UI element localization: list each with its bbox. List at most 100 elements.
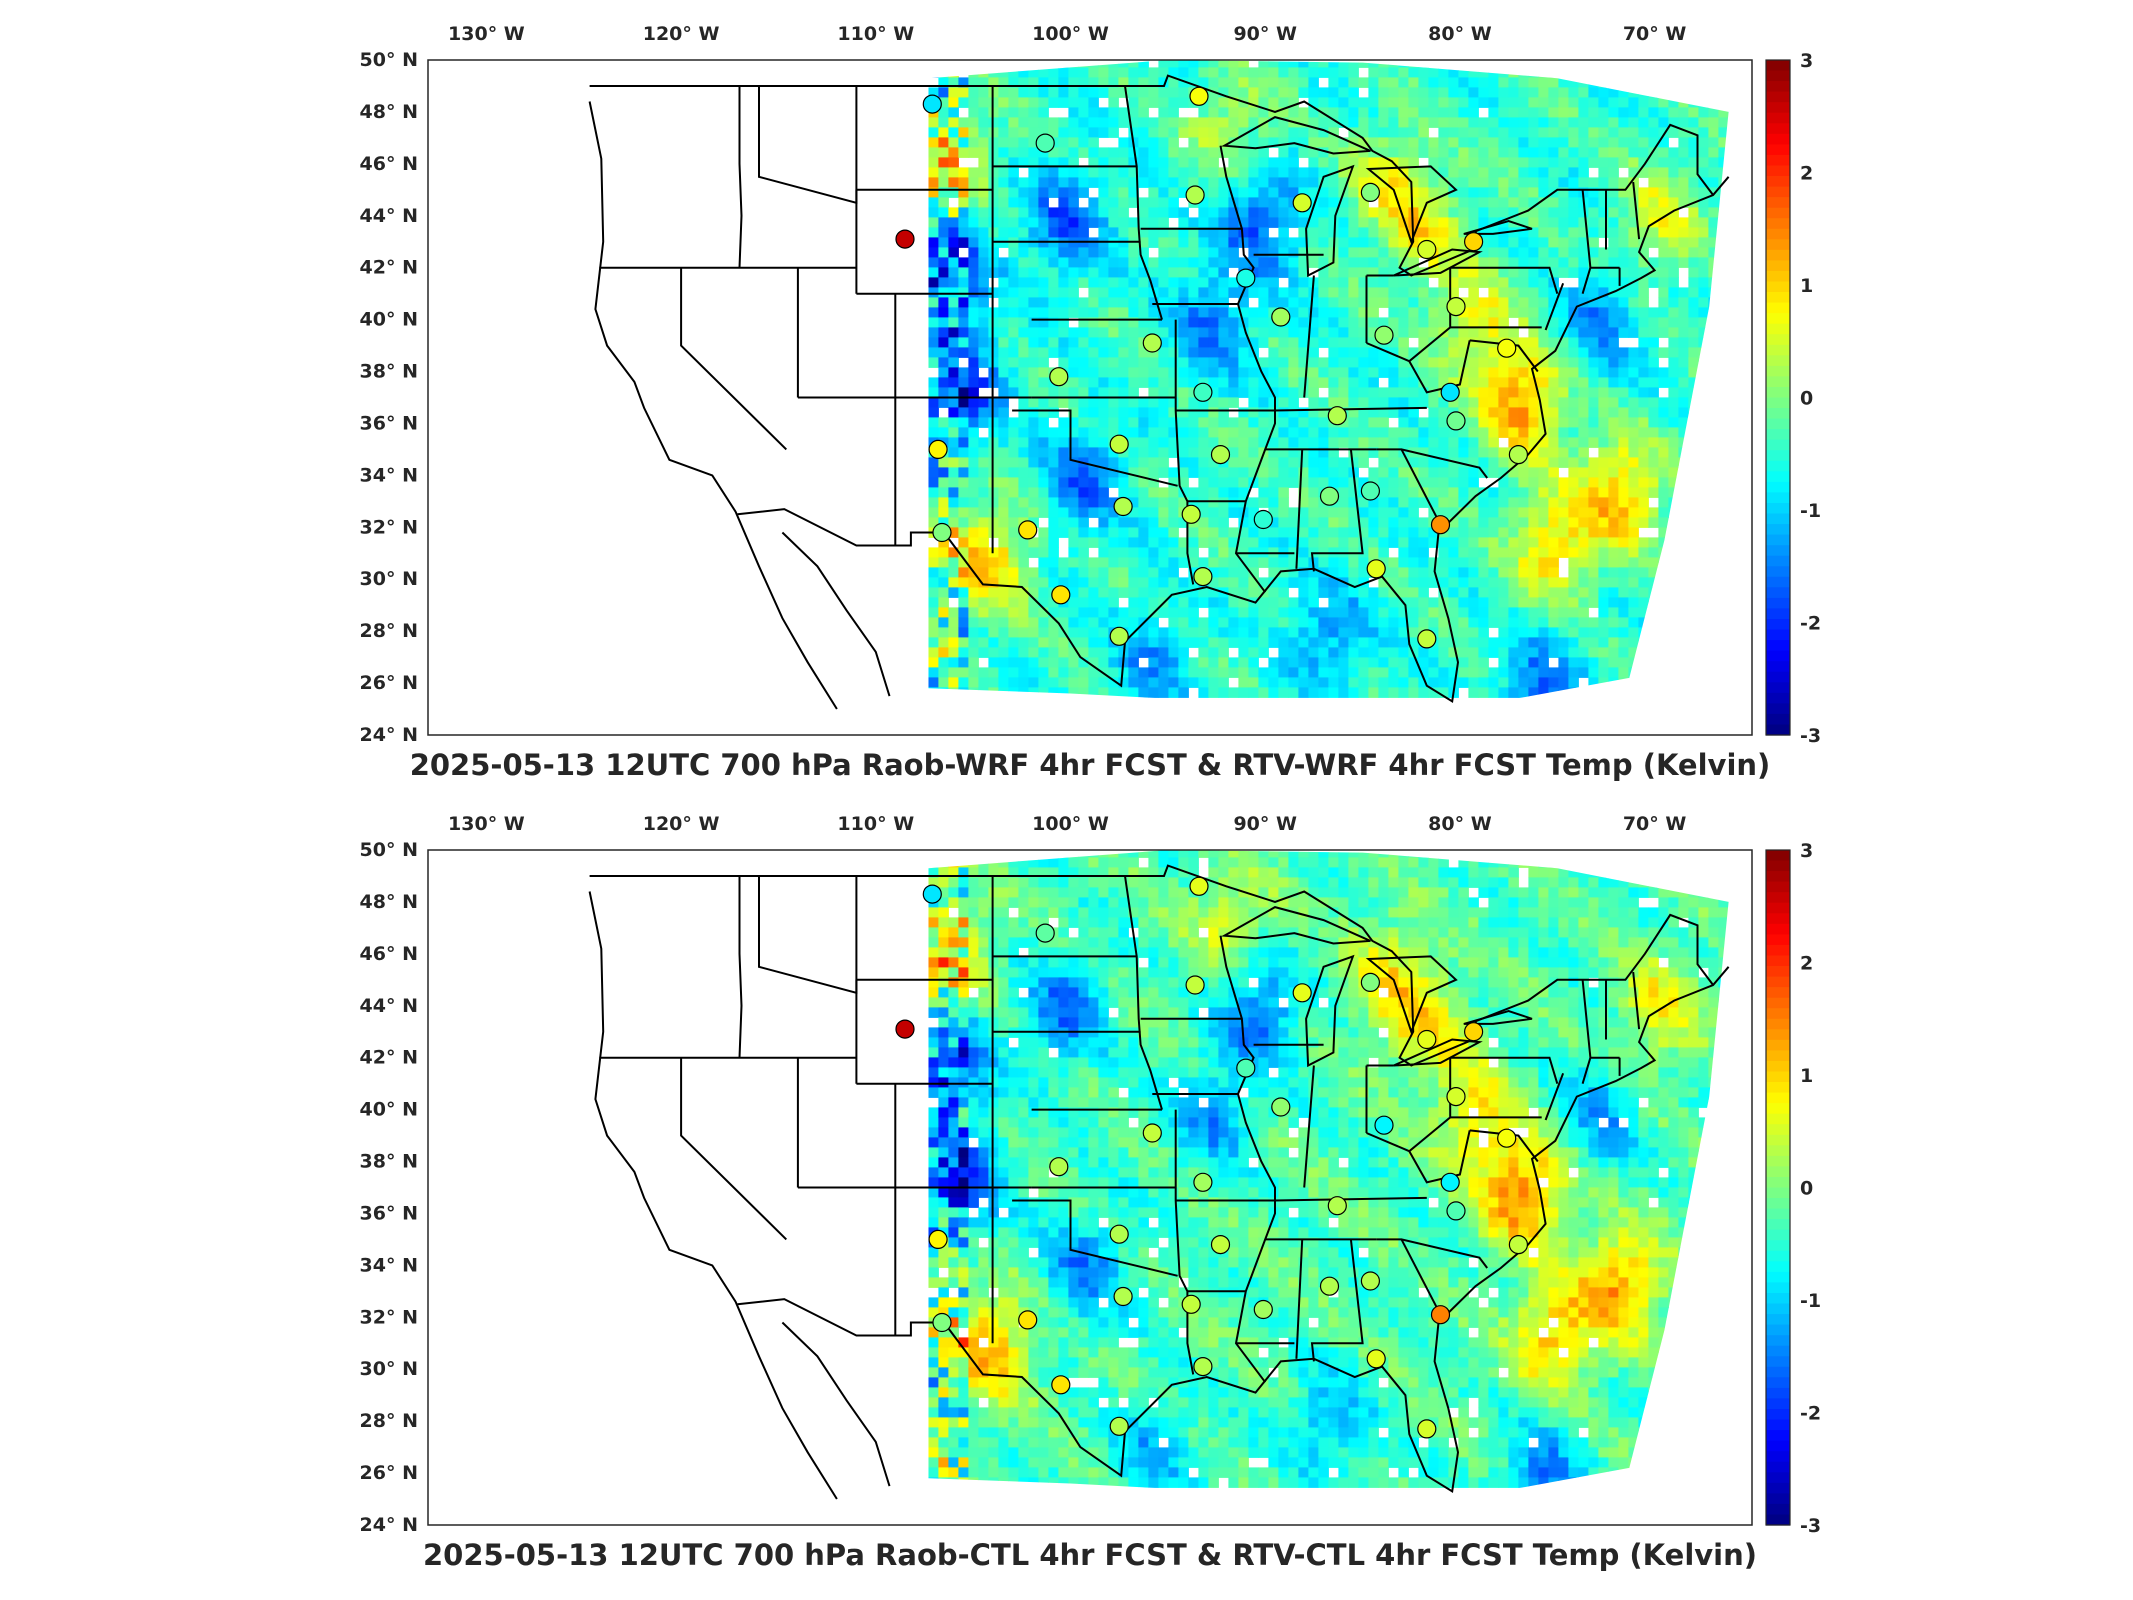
field-cell: [1078, 607, 1089, 618]
field-cell: [1708, 427, 1719, 438]
field-cell: [1618, 267, 1629, 278]
field-cell: [1538, 317, 1549, 328]
field-cell: [1418, 277, 1429, 288]
field-cell: [948, 67, 959, 78]
field-cell: [1418, 137, 1429, 148]
field-cell: [1048, 507, 1059, 518]
field-cell: [1178, 207, 1189, 218]
field-cell: [1268, 687, 1279, 698]
field-cell: [1598, 137, 1609, 148]
field-cell: [1438, 60, 1449, 68]
field-cell: [1268, 137, 1279, 148]
field-cell: [1638, 567, 1649, 578]
field-cell: [1378, 60, 1389, 68]
field-cell: [1418, 527, 1429, 538]
field-cell: [1638, 247, 1649, 258]
field-cell: [1098, 287, 1109, 298]
field-cell: [1498, 557, 1509, 568]
field-cell: [1168, 257, 1179, 268]
field-cell: [1138, 547, 1149, 558]
field-cell: [1498, 397, 1509, 408]
field-cell: [1148, 267, 1159, 278]
field-cell: [1118, 77, 1129, 88]
field-cell: [1208, 347, 1219, 358]
field-cell: [1708, 317, 1719, 328]
field-cell: [1308, 687, 1319, 698]
field-cell: [1128, 257, 1139, 268]
field-cell: [1158, 607, 1169, 618]
field-cell: [1488, 687, 1499, 698]
field-cell: [1098, 387, 1109, 398]
field-cell: [1358, 657, 1369, 668]
field-cell: [1548, 667, 1559, 678]
field-cell: [1508, 497, 1519, 508]
field-cell: [1038, 567, 1049, 578]
field-cell: [1328, 537, 1339, 548]
field-cell: [1478, 567, 1489, 578]
field-cell: [1648, 487, 1659, 498]
field-cell: [1598, 677, 1609, 688]
field-cell: [968, 287, 979, 298]
field-cell: [1568, 597, 1579, 608]
field-cell: [1228, 577, 1239, 588]
field-cell: [1418, 97, 1429, 108]
field-cell: [1258, 127, 1269, 138]
field-cell: [1548, 377, 1559, 388]
field-cell: [1128, 187, 1139, 198]
field-cell: [1488, 227, 1499, 238]
field-cell: [1078, 677, 1089, 688]
field-cell: [1008, 607, 1019, 618]
field-cell: [1548, 387, 1559, 398]
field-cell: [1278, 397, 1289, 408]
field-cell: [1728, 97, 1729, 108]
field-cell: [1508, 97, 1519, 108]
field-cell: [1178, 317, 1189, 328]
field-cell: [1558, 507, 1569, 518]
field-cell: [958, 487, 969, 498]
field-cell: [1478, 327, 1489, 338]
field-cell: [1398, 407, 1409, 418]
field-cell: [1008, 537, 1019, 548]
field-cell: [1008, 417, 1019, 428]
field-cell: [1168, 437, 1179, 448]
field-cell: [1628, 87, 1639, 98]
field-cell: [1438, 457, 1449, 468]
field-cell: [1068, 297, 1079, 308]
field-cell: [1538, 647, 1549, 658]
field-cell: [1408, 507, 1419, 518]
field-cell: [1238, 517, 1249, 528]
field-cell: [1638, 537, 1649, 548]
field-cell: [1188, 637, 1199, 648]
field-cell: [1598, 227, 1609, 238]
field-cell: [1148, 167, 1159, 178]
field-cell: [1388, 327, 1399, 338]
field-cell: [1448, 267, 1459, 278]
field-cell: [1288, 617, 1299, 628]
field-cell: [1278, 167, 1289, 178]
field-cell: [1698, 417, 1709, 428]
field-cell: [1388, 667, 1399, 678]
field-cell: [1188, 567, 1199, 578]
field-cell: [1548, 677, 1559, 688]
field-cell: [1138, 357, 1149, 368]
field-cell: [938, 60, 949, 68]
field-cell: [1408, 107, 1419, 118]
field-cell: [1438, 307, 1449, 318]
field-cell: [1228, 217, 1239, 228]
field-cell: [998, 567, 1009, 578]
field-cell: [1038, 347, 1049, 358]
field-cell: [1368, 237, 1379, 248]
field-cell: [1318, 357, 1329, 368]
field-cell: [968, 427, 979, 438]
field-cell: [1058, 447, 1069, 458]
field-cell: [948, 60, 959, 68]
field-cell: [1328, 447, 1339, 458]
field-cell: [1288, 127, 1299, 138]
field-cell: [938, 237, 949, 248]
field-cell: [1598, 267, 1609, 278]
field-cell: [1648, 187, 1659, 198]
field-cell: [988, 617, 999, 628]
field-cell: [1628, 147, 1639, 158]
field-cell: [1478, 257, 1489, 268]
field-cell: [988, 77, 999, 88]
